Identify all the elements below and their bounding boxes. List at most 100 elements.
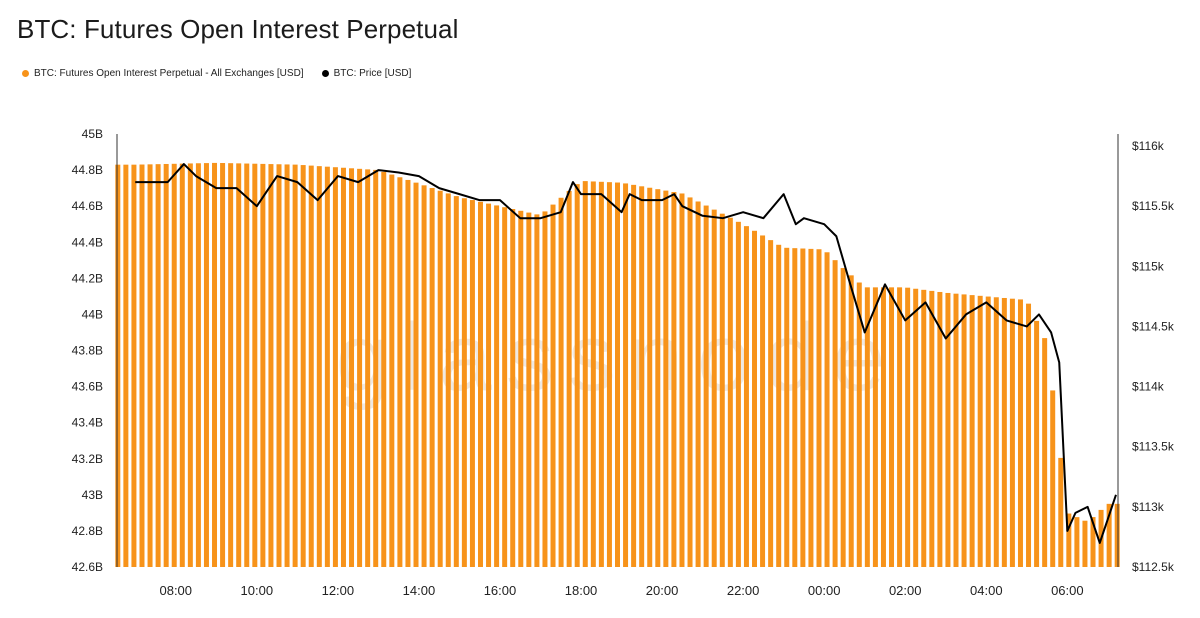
oi-bar: [357, 168, 363, 567]
oi-bar: [252, 163, 258, 567]
price-line: [135, 163, 1117, 544]
oi-bar: [1114, 503, 1120, 567]
y-right-tick-label: $114.5k: [1132, 319, 1175, 333]
oi-bar: [284, 164, 290, 567]
x-tick-label: 04:00: [970, 583, 1003, 598]
y-right-tick-label: $113.5k: [1132, 440, 1175, 454]
oi-bar: [147, 164, 153, 567]
oi-bar: [687, 197, 693, 568]
oi-bar: [212, 162, 218, 567]
oi-bar: [461, 198, 467, 568]
x-tick-label: 10:00: [241, 583, 274, 598]
y-left-tick-label: 45B: [82, 127, 103, 141]
oi-bar: [639, 186, 645, 568]
oi-bar: [510, 209, 516, 567]
oi-bar: [1050, 390, 1056, 567]
oi-bar: [115, 164, 121, 568]
oi-bar: [187, 163, 193, 567]
oi-bar: [276, 164, 282, 567]
oi-bar: [824, 252, 830, 567]
oi-bar: [1074, 517, 1080, 567]
oi-bar: [526, 212, 532, 567]
oi-bar: [1090, 517, 1096, 567]
legend-item-price[interactable]: BTC: Price [USD]: [321, 68, 411, 79]
oi-bar: [139, 164, 145, 567]
oi-bar: [623, 183, 629, 567]
oi-bar: [961, 294, 967, 567]
oi-bar: [542, 211, 548, 567]
legend-item-open-interest[interactable]: BTC: Futures Open Interest Perpetual - A…: [22, 68, 304, 79]
oi-bar: [349, 168, 355, 568]
oi-bar: [340, 167, 346, 567]
oi-bar: [413, 182, 419, 567]
oi-bar: [308, 165, 314, 567]
oi-bar: [437, 190, 443, 567]
oi-bar: [606, 182, 612, 568]
oi-bar: [324, 166, 330, 567]
x-tick-label: 14:00: [403, 583, 436, 598]
oi-bar: [1034, 320, 1040, 567]
x-tick-label: 00:00: [808, 583, 841, 598]
y-left-tick-label: 44.4B: [72, 235, 103, 249]
oi-bar: [332, 167, 338, 567]
oi-bar: [953, 293, 959, 567]
oi-bar: [921, 289, 927, 567]
oi-bar: [703, 205, 709, 568]
oi-bar: [365, 169, 371, 567]
y-left-tick-label: 43.4B: [72, 416, 103, 430]
oi-bar: [469, 200, 475, 568]
oi-bar: [631, 184, 637, 568]
oi-bar: [131, 164, 137, 568]
oi-bar: [421, 185, 427, 567]
oi-bar: [300, 165, 306, 567]
oi-bar: [397, 177, 403, 567]
y-left-tick-label: 44.2B: [72, 271, 103, 285]
legend-dot-price: [321, 70, 329, 77]
oi-bar: [381, 171, 387, 567]
oi-bar: [195, 163, 201, 567]
y-left-tick-label: 44B: [82, 307, 103, 321]
y-right-tick-label: $112.5k: [1132, 560, 1175, 574]
oi-bar: [752, 230, 758, 568]
x-tick-label: 02:00: [889, 583, 922, 598]
oi-bar: [760, 235, 766, 567]
y-left-tick-label: 43.6B: [72, 380, 103, 394]
oi-bar: [985, 296, 991, 567]
oi-bar: [792, 248, 798, 567]
oi-bar: [268, 164, 274, 567]
oi-bar: [647, 187, 653, 568]
oi-bar: [566, 190, 572, 567]
oi-bar: [494, 205, 500, 568]
oi-bar: [163, 163, 169, 568]
oi-bar: [220, 163, 226, 567]
y-left-tick-label: 44.6B: [72, 199, 103, 213]
axes-layer: 45B 44.8B 44.6B 44.4B 44.2B 44B 43.8B 43.6B 43.4…: [72, 127, 1175, 598]
oi-bar: [880, 287, 886, 567]
oi-bar: [1042, 338, 1048, 567]
oi-bar: [776, 244, 782, 568]
oi-bar: [768, 240, 774, 567]
oi-bar: [171, 163, 177, 568]
oi-bar: [179, 163, 185, 567]
oi-bar: [808, 248, 814, 567]
oi-bar: [389, 174, 395, 567]
legend-label-open-interest: BTC: Futures Open Interest Perpetual - A…: [34, 68, 304, 79]
x-tick-label: 20:00: [646, 583, 679, 598]
oi-bar: [1026, 303, 1032, 567]
oi-bar: [558, 197, 564, 567]
oi-bar: [373, 169, 379, 567]
oi-bar: [848, 275, 854, 567]
oi-bar: [663, 190, 669, 567]
oi-bar: [574, 184, 580, 567]
oi-bar: [244, 163, 250, 568]
oi-bar: [929, 290, 935, 567]
oi-bar: [228, 163, 234, 567]
oi-bar: [743, 226, 749, 567]
x-tick-label: 08:00: [159, 583, 192, 598]
x-tick-label: 06:00: [1051, 583, 1084, 598]
x-tick-label: 16:00: [484, 583, 517, 598]
y-right-tick-label: $114k: [1132, 380, 1165, 394]
x-tick-label: 18:00: [565, 583, 598, 598]
